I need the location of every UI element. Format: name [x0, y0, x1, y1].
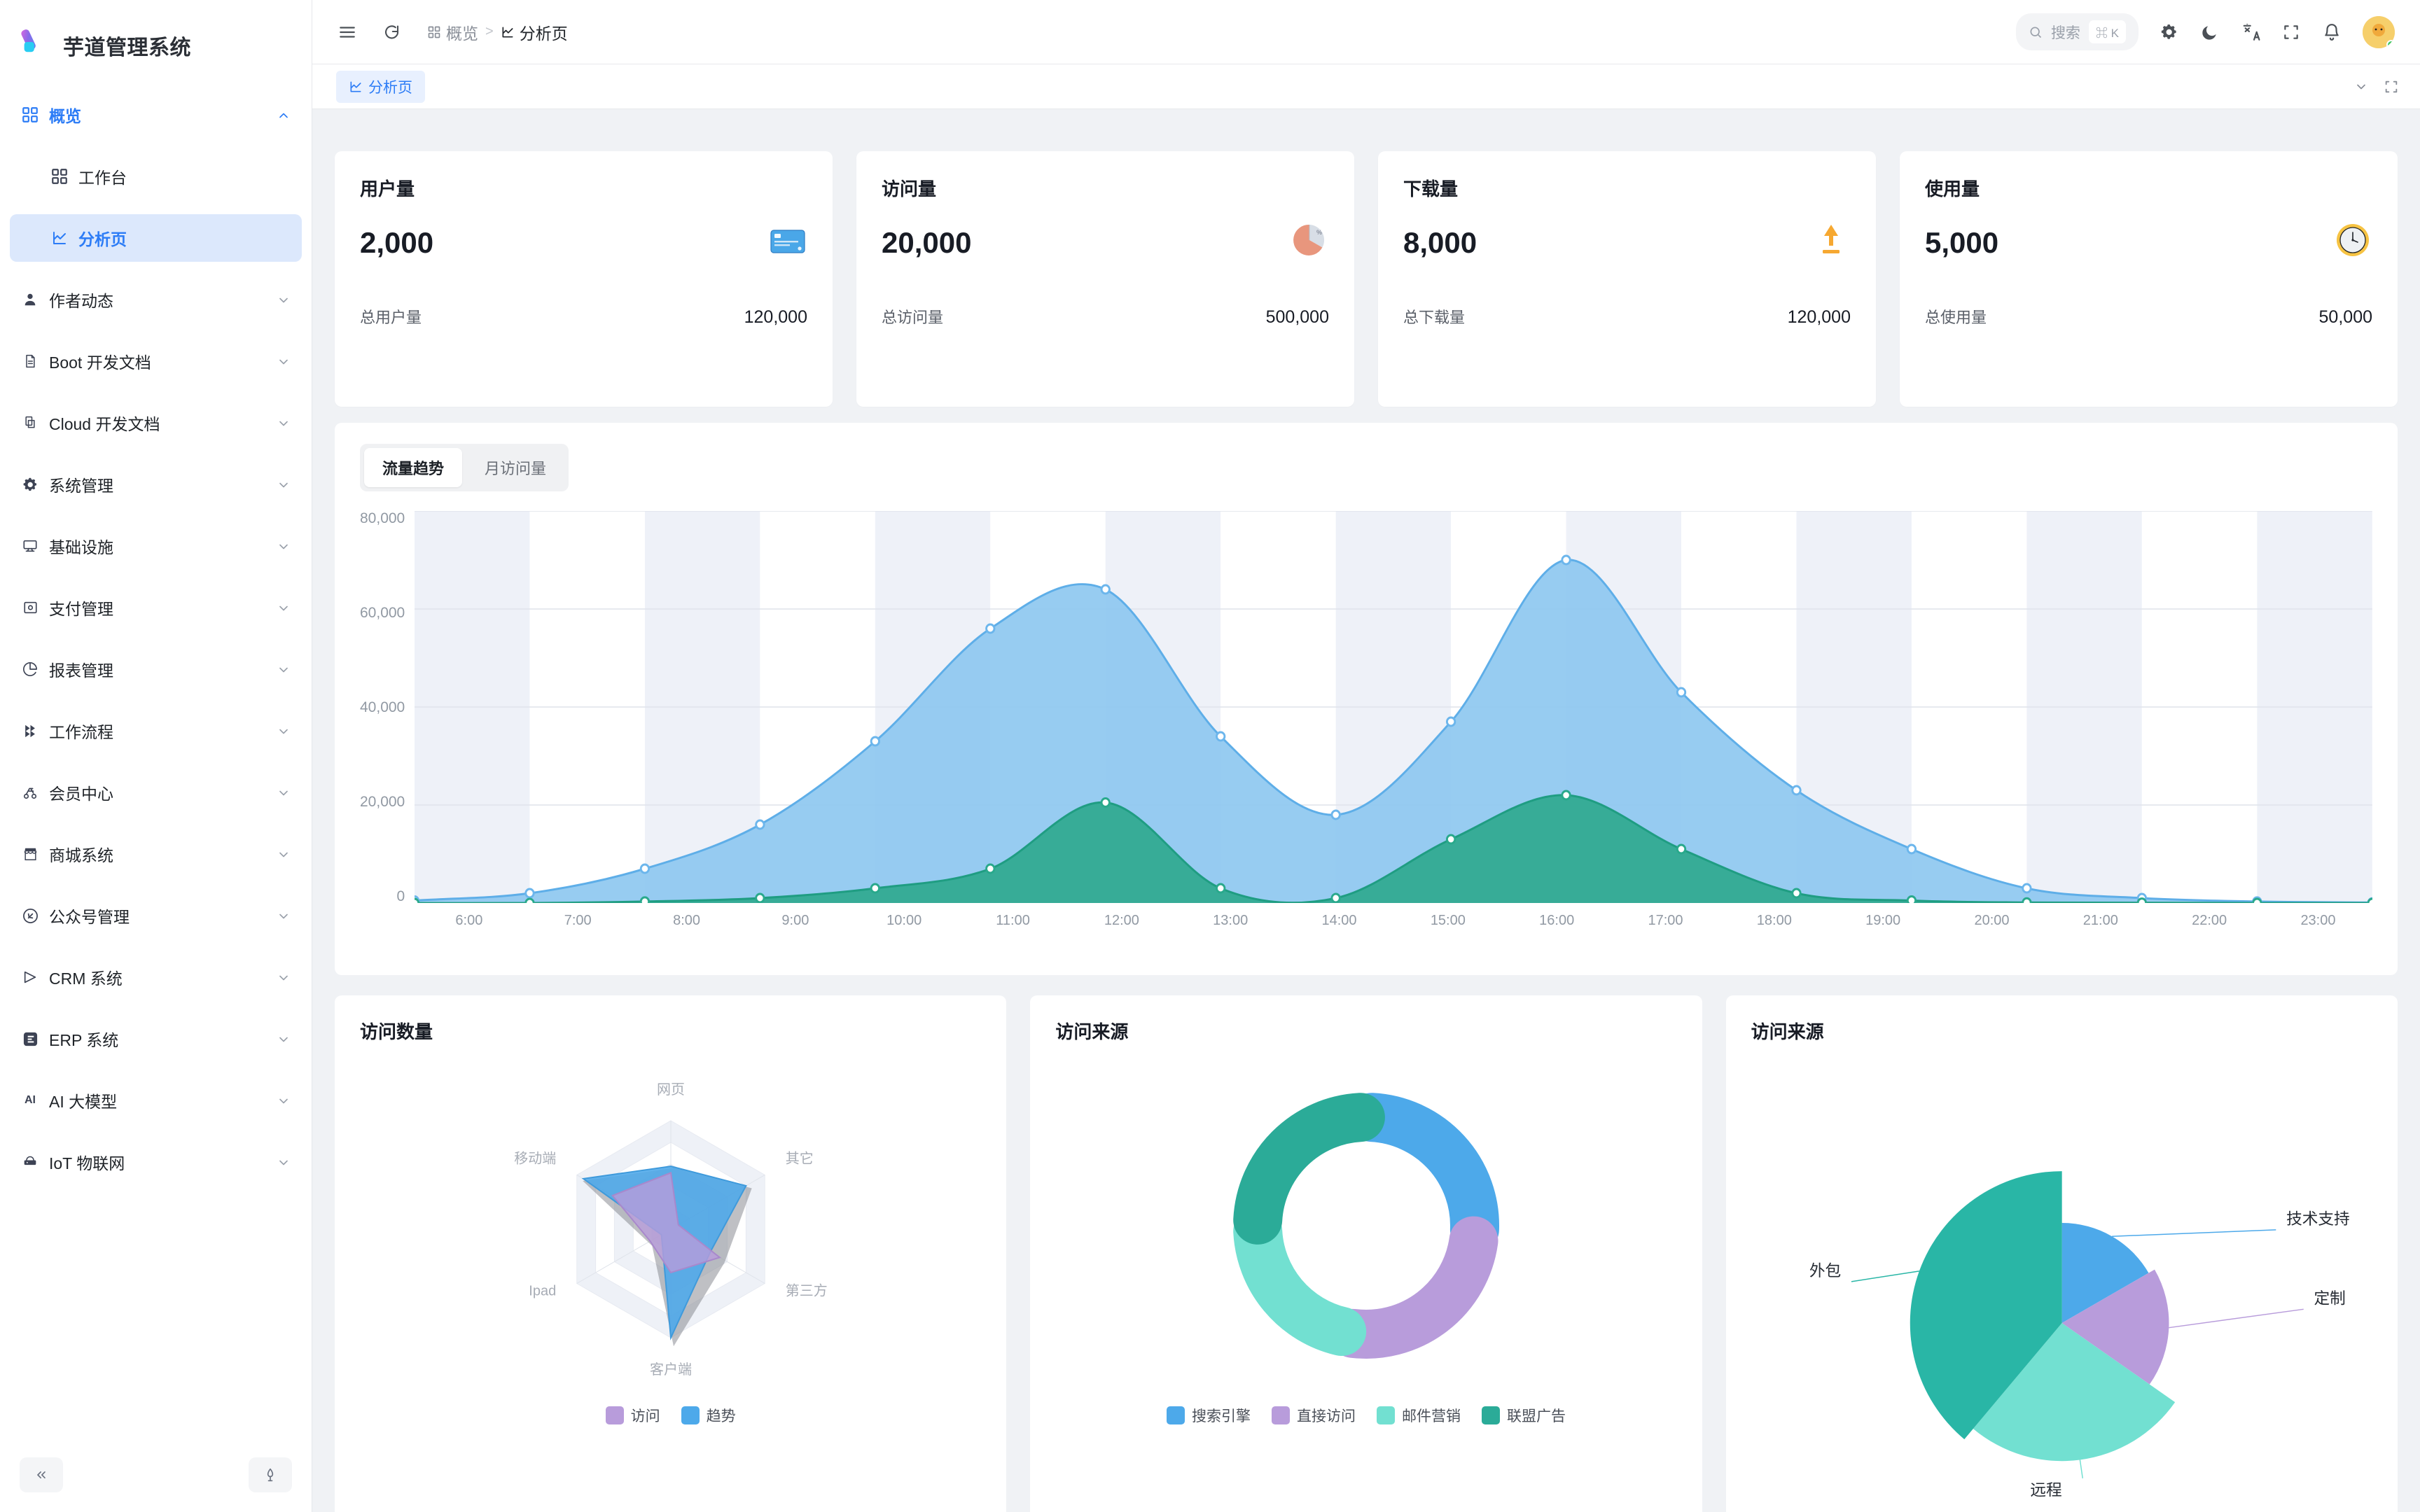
svg-text:网页: 网页	[657, 1082, 685, 1098]
svg-text:其它: 其它	[785, 1150, 813, 1166]
svg-text:第三方: 第三方	[785, 1283, 827, 1299]
svg-text:移动端: 移动端	[514, 1150, 556, 1166]
svg-text:%: %	[1316, 229, 1322, 236]
svg-text:客户端: 客户端	[650, 1362, 692, 1378]
svg-text:技术支持: 技术支持	[2286, 1210, 2350, 1228]
svg-text:远程: 远程	[2030, 1480, 2061, 1499]
svg-text:Ipad: Ipad	[529, 1284, 556, 1299]
svg-text:外包: 外包	[1809, 1261, 1841, 1280]
svg-text:定制: 定制	[2314, 1289, 2345, 1307]
